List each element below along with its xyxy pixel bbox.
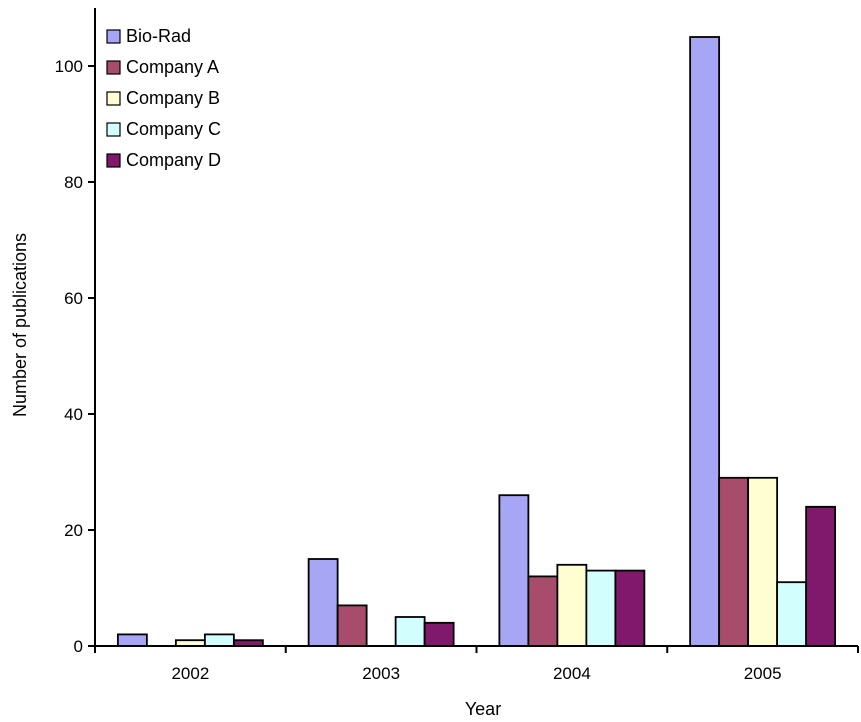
y-tick-label: 100 (55, 57, 83, 76)
bar-bio-rad-2002 (116, 633, 148, 647)
legend-label-company-d: Company D (126, 150, 221, 170)
x-tick-label-2002: 2002 (171, 664, 209, 683)
bar-company-d-2003 (423, 621, 455, 647)
bar-bio-rad-2004 (498, 494, 530, 647)
x-tick-label-2005: 2005 (744, 664, 782, 683)
bar-company-b-2005 (747, 476, 779, 647)
legend-swatch-company-d (106, 153, 121, 168)
legend-label-company-a: Company A (126, 57, 219, 77)
y-tick-label: 0 (74, 637, 83, 656)
y-tick-label: 60 (64, 289, 83, 308)
y-tick-label: 40 (64, 405, 83, 424)
bar-company-a-2004 (527, 575, 559, 647)
legend: Bio-Rad Company A Company B Company C Compan… (106, 26, 221, 170)
bar-company-d-2005 (805, 505, 837, 647)
bar-company-b-2004 (556, 563, 588, 647)
x-axis-title: Year (465, 699, 501, 719)
bar-company-c-2003 (394, 616, 426, 647)
bar-company-a-2005 (718, 476, 750, 647)
legend-label-company-b: Company B (126, 88, 220, 108)
y-tick-label: 80 (64, 173, 83, 192)
bar-company-c-2004 (585, 569, 617, 647)
bar-bio-rad-2005 (689, 36, 721, 647)
bar-company-c-2002 (203, 633, 235, 647)
bar-company-d-2004 (614, 569, 646, 647)
bar-company-a-2003 (336, 604, 368, 647)
bar-bio-rad-2003 (307, 558, 339, 647)
bar-company-c-2005 (776, 581, 808, 647)
y-tick-label: 20 (64, 521, 83, 540)
legend-swatch-company-c (106, 122, 121, 137)
x-tick-label-2003: 2003 (362, 664, 400, 683)
legend-swatch-company-a (106, 60, 121, 75)
legend-swatch-bio-rad (106, 29, 121, 44)
legend-label-company-c: Company C (126, 119, 221, 139)
legend-label-bio-rad: Bio-Rad (126, 26, 191, 46)
axes-layer (88, 8, 859, 653)
y-axis-title: Number of publications (10, 233, 30, 417)
x-tick-label-2004: 2004 (553, 664, 591, 683)
bars-layer (116, 36, 837, 647)
legend-swatch-company-b (106, 91, 121, 106)
labels-layer: 0 20 40 60 80 100 2002 2003 2004 2005 (55, 57, 782, 683)
